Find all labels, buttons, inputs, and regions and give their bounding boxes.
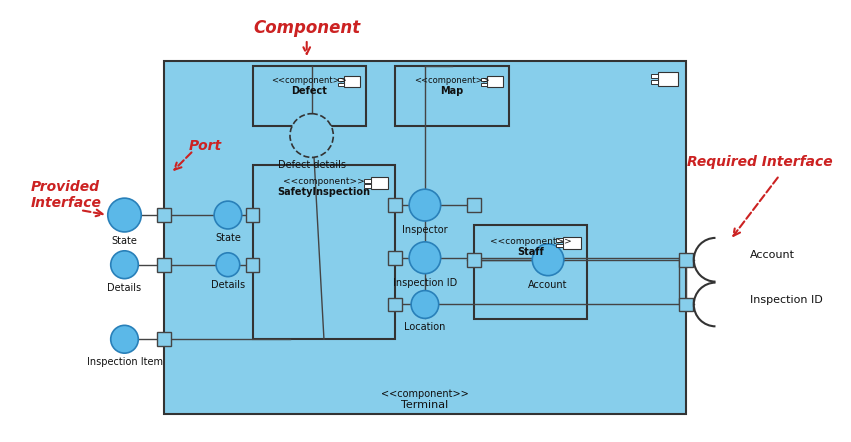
Text: Map: Map [440, 86, 464, 96]
Bar [563, 237, 580, 249]
Text: <<component>>: <<component>> [381, 389, 469, 399]
Text: Defect: Defect [291, 86, 327, 96]
Bar [487, 76, 503, 88]
Text: <<component>>: <<component>> [283, 177, 365, 186]
Text: Account: Account [750, 250, 795, 260]
Bar [482, 78, 487, 81]
Text: Inspector: Inspector [403, 225, 448, 235]
Bar [388, 297, 403, 312]
Bar [157, 258, 171, 272]
Circle shape [409, 189, 441, 221]
Text: Port: Port [189, 138, 221, 152]
Circle shape [411, 290, 439, 318]
Bar [364, 184, 371, 188]
Circle shape [111, 251, 139, 278]
Text: Inspection ID: Inspection ID [750, 294, 823, 305]
Bar [679, 253, 693, 267]
Bar [253, 66, 366, 126]
Circle shape [409, 242, 441, 274]
Bar [371, 177, 388, 189]
Bar [651, 80, 659, 84]
Bar [557, 244, 563, 248]
Bar [474, 225, 587, 320]
Bar [557, 238, 563, 242]
Bar [157, 208, 171, 222]
Bar [467, 198, 481, 212]
Bar [659, 72, 678, 86]
Circle shape [111, 325, 139, 353]
Bar [339, 78, 344, 81]
Text: Details: Details [211, 280, 245, 290]
Bar [651, 74, 659, 78]
Bar [396, 66, 509, 126]
Text: Location: Location [404, 322, 446, 332]
Text: Provided
Interface: Provided Interface [31, 180, 102, 210]
Text: State: State [215, 233, 241, 243]
Bar [467, 253, 481, 267]
Bar [246, 208, 260, 222]
Text: Staff: Staff [517, 247, 544, 257]
Circle shape [290, 114, 334, 157]
Bar [388, 251, 403, 265]
Text: Terminal: Terminal [402, 400, 448, 410]
Circle shape [108, 198, 141, 232]
Circle shape [216, 253, 240, 277]
Text: <<component>>: <<component>> [271, 76, 347, 85]
Text: SafetyInspection: SafetyInspection [277, 187, 370, 197]
Text: Component: Component [253, 19, 360, 37]
Bar [157, 332, 171, 346]
Bar [364, 179, 371, 183]
Bar [388, 198, 403, 212]
Bar [482, 83, 487, 86]
Text: Details: Details [107, 282, 141, 293]
Bar [679, 297, 693, 312]
Text: <<component>>: <<component>> [414, 76, 490, 85]
Bar [339, 83, 344, 86]
Circle shape [532, 244, 564, 276]
Text: Account: Account [528, 280, 568, 290]
Bar [253, 165, 396, 339]
Text: Defect details: Defect details [277, 160, 346, 170]
Text: <<component>>: <<component>> [490, 237, 572, 246]
Text: Required Interface: Required Interface [687, 156, 832, 169]
Text: Inspection ID: Inspection ID [393, 278, 457, 288]
Bar [344, 76, 360, 88]
Bar [246, 258, 260, 272]
Text: Inspection Item: Inspection Item [87, 357, 163, 367]
Circle shape [214, 201, 242, 229]
Text: State: State [111, 236, 138, 246]
Bar [164, 61, 686, 414]
